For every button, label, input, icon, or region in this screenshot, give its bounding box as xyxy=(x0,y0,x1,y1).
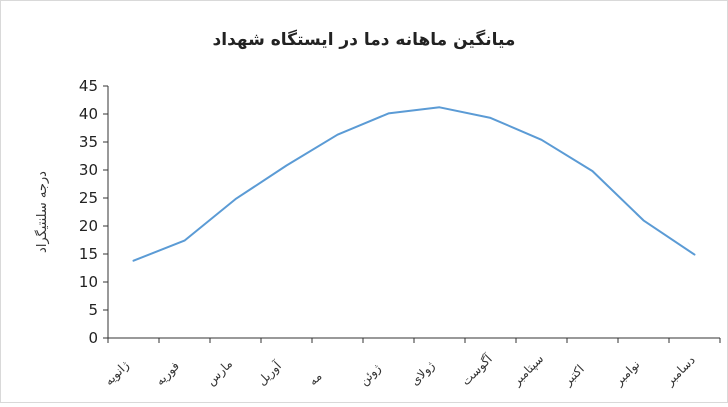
y-axis-label: درجه سلنتیگراد xyxy=(34,171,50,253)
y-tick-label: 45 xyxy=(79,77,98,95)
temperature-series-line xyxy=(132,106,696,262)
x-tick-label: مارس xyxy=(204,357,236,389)
y-tick-label: 30 xyxy=(79,161,98,179)
x-tick-label: فوریه xyxy=(153,359,183,389)
y-tick-group: 0 5 10 15 20 25 30 35 40 45 xyxy=(79,77,108,347)
chart-title: میانگین ماهانه دما در ایستگاه شهداد xyxy=(212,30,516,50)
y-tick-label: 40 xyxy=(79,105,98,123)
x-tick-label: ژوئن xyxy=(357,361,385,389)
x-tick-label: نوامبر xyxy=(611,357,643,389)
y-tick-label: 20 xyxy=(79,217,98,235)
x-tick-label: دسامبر xyxy=(662,353,699,390)
y-tick-label: 25 xyxy=(79,189,98,207)
x-tick-label: ژانویه xyxy=(102,358,133,389)
x-tick-label: مه xyxy=(306,369,325,388)
x-tick-group: ژانویه فوریه مارس آوریل مه ژوئن ژولای آگوست سپتا… xyxy=(102,338,721,390)
y-tick-label: 0 xyxy=(88,329,98,347)
y-tick-label: 5 xyxy=(88,301,98,319)
x-tick-label: اکتبر xyxy=(560,362,588,390)
y-tick-label: 10 xyxy=(79,273,98,291)
y-tick-label: 15 xyxy=(79,245,98,263)
y-tick-label: 35 xyxy=(79,133,98,151)
x-tick-label: آگوست xyxy=(458,351,496,389)
x-tick-label: سپتامبر xyxy=(509,352,547,390)
x-tick-label: ژولای xyxy=(408,358,438,388)
x-tick-label: آوریل xyxy=(254,358,285,389)
